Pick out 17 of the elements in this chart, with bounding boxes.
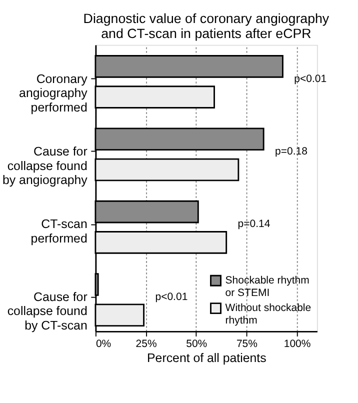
annotation: p<0.01 bbox=[155, 290, 188, 303]
annotation: p=0.18 bbox=[275, 146, 308, 158]
annotation: p<0.01 bbox=[294, 72, 327, 85]
x-tick-label: 100% bbox=[284, 338, 311, 350]
x-tick-label: 50% bbox=[186, 338, 208, 350]
x-axis-title: Percent of all patients bbox=[147, 351, 266, 366]
y-tick-label: CT-scan performed bbox=[30, 217, 88, 246]
y-tick-label: Cause for collapse found by angiography bbox=[2, 144, 88, 188]
chart-title: Diagnostic value of coronary angiography and CT-scan in patients after eCPR bbox=[83, 10, 330, 42]
legend-label: Without shockable rhythm bbox=[225, 302, 312, 327]
annotation: p=0.14 bbox=[238, 218, 270, 230]
y-tick-label: Cause for collapse found by CT-scan bbox=[7, 290, 88, 333]
x-tick-label: 25% bbox=[136, 338, 157, 350]
x-tick-label: 75% bbox=[236, 338, 258, 350]
y-tick-label: Coronary angiography performed bbox=[19, 72, 88, 114]
legend-label: Shockable rhythm or STEMI bbox=[225, 274, 310, 299]
x-tick-label: 0% bbox=[96, 338, 112, 350]
